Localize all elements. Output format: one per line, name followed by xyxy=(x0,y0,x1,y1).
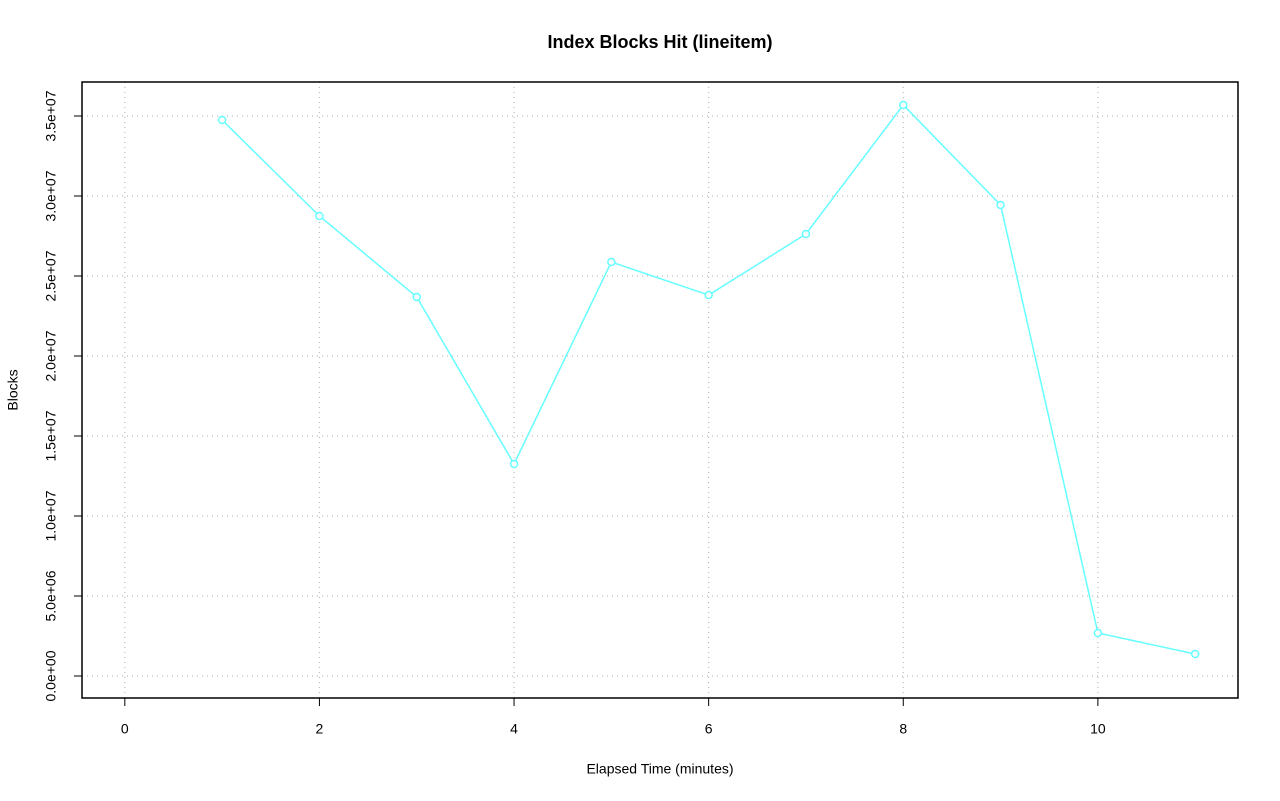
x-tick-label: 2 xyxy=(316,721,324,737)
data-point xyxy=(217,115,227,125)
y-tick-label: 2.0e+07 xyxy=(43,330,59,381)
y-tick-label: 3.0e+07 xyxy=(43,170,59,221)
data-point xyxy=(1093,628,1103,638)
y-tick-label: 1.5e+07 xyxy=(43,410,59,461)
data-point xyxy=(509,459,519,469)
plot-frame xyxy=(81,81,1239,699)
data-point xyxy=(1190,649,1200,659)
data-point xyxy=(315,211,324,221)
data-point xyxy=(996,200,1005,210)
data-point xyxy=(899,100,908,110)
x-tick-label: 0 xyxy=(121,721,129,737)
data-point xyxy=(801,229,811,239)
y-tick-label: 3.5e+07 xyxy=(43,90,59,141)
y-tick-label: 5.0e+06 xyxy=(43,570,59,621)
x-axis-label: Elapsed Time (minutes) xyxy=(586,761,733,777)
x-tick-label: 10 xyxy=(1090,721,1106,737)
y-axis-label: Blocks xyxy=(5,369,21,410)
x-tick-label: 8 xyxy=(899,721,907,737)
data-point xyxy=(607,257,616,267)
chart-title: Index Blocks Hit (lineitem) xyxy=(547,32,772,52)
x-tick-label: 6 xyxy=(705,721,713,737)
y-tick-label: 1.0e+07 xyxy=(43,490,59,541)
data-point xyxy=(704,290,713,300)
y-tick-label: 0.0e+00 xyxy=(43,650,59,701)
data-point xyxy=(412,292,421,302)
y-tick-label: 2.5e+07 xyxy=(43,250,59,301)
x-tick-label: 4 xyxy=(510,721,518,737)
